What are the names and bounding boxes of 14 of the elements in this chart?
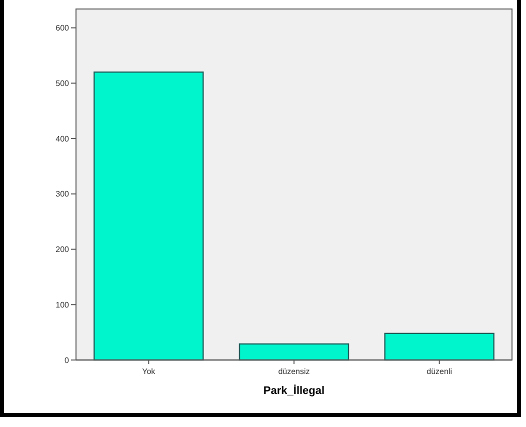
y-tick-label: 0 <box>64 356 70 365</box>
bar <box>384 332 494 361</box>
y-tick-label: 300 <box>56 190 70 199</box>
x-tick-label: Yok <box>142 367 156 376</box>
y-tick-label: 200 <box>56 245 70 254</box>
y-tick-label: 600 <box>56 24 70 33</box>
y-tick-label: 500 <box>56 78 70 88</box>
x-axis-title: Park_İllegal <box>263 384 325 397</box>
bar <box>94 72 204 361</box>
y-tick-label: 100 <box>56 300 70 310</box>
x-tick-label: düzenli <box>426 367 452 376</box>
y-tick-label: 400 <box>56 134 70 144</box>
x-tick-label: düzensiz <box>278 367 310 376</box>
bar <box>238 343 350 361</box>
